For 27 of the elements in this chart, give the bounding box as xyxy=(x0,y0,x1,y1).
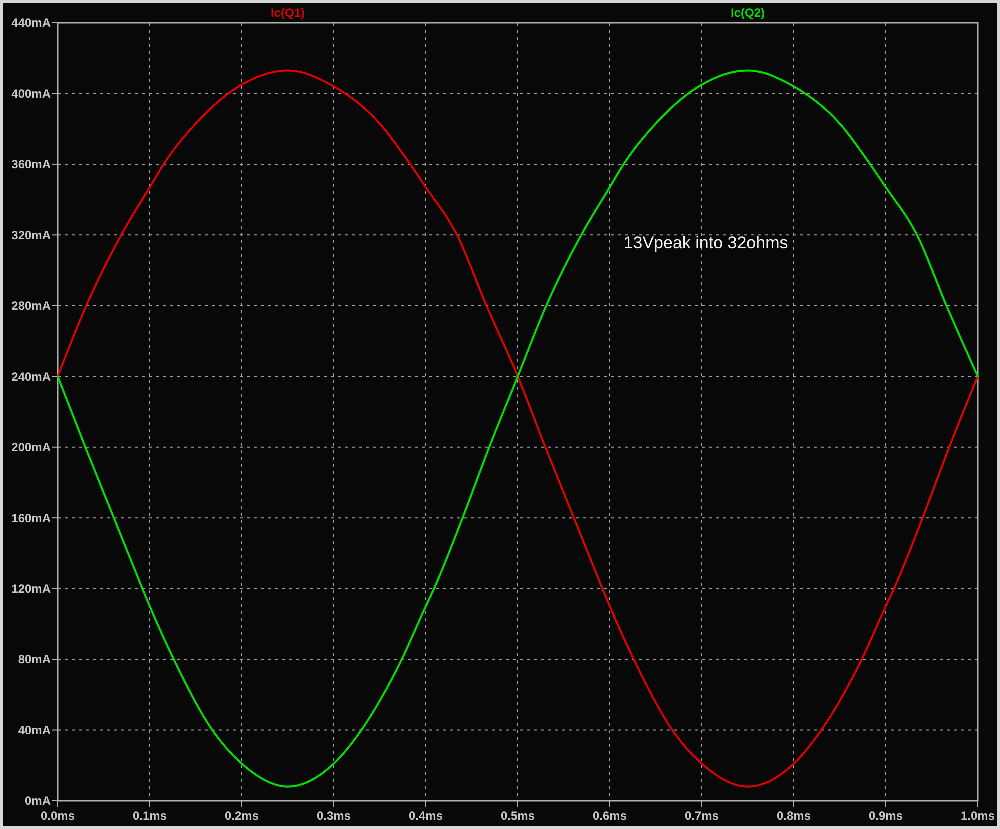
x-tick-label: 1.0ms xyxy=(960,809,996,823)
text: Ic(Q2) xyxy=(730,6,766,20)
y-tick-label: 240mA xyxy=(12,370,52,384)
x-tick-label: 0.9ms xyxy=(868,809,904,823)
text: Ic(Q1) xyxy=(270,6,306,20)
y-tick-label: 440mA xyxy=(12,16,52,30)
x-tick-label: 0.7ms xyxy=(684,809,720,823)
y-tick-label: 200mA xyxy=(12,440,52,455)
y-tick-label: 280mA xyxy=(12,299,52,314)
y-tick-label: 120mA xyxy=(12,582,52,596)
x-tick-label: 0.5ms xyxy=(500,809,536,823)
x-tick-label: 0.3ms xyxy=(316,809,352,823)
x-tick-label: 0.1ms xyxy=(132,809,168,823)
x-tick-label: 0.0ms xyxy=(40,809,76,823)
line-series xyxy=(57,70,979,788)
y-tick-label: 80mA xyxy=(18,652,52,667)
y-tick-label: 160mA xyxy=(12,511,52,526)
annotation: 13Vpeak into 32ohms xyxy=(624,234,788,253)
y-tick-label: 360mA xyxy=(12,158,52,172)
x-tick-label: 0.4ms xyxy=(408,809,444,823)
x-tick-label: 0.8ms xyxy=(776,809,812,823)
x-tick-label: 0.2ms xyxy=(224,809,260,823)
y-tick-label: 40mA xyxy=(18,723,52,738)
y-tick-label: 0mA xyxy=(24,794,52,808)
y-tick-label: 400mA xyxy=(12,86,52,101)
y-tick-label: 320mA xyxy=(12,228,52,242)
x-tick-label: 0.6ms xyxy=(592,809,628,823)
